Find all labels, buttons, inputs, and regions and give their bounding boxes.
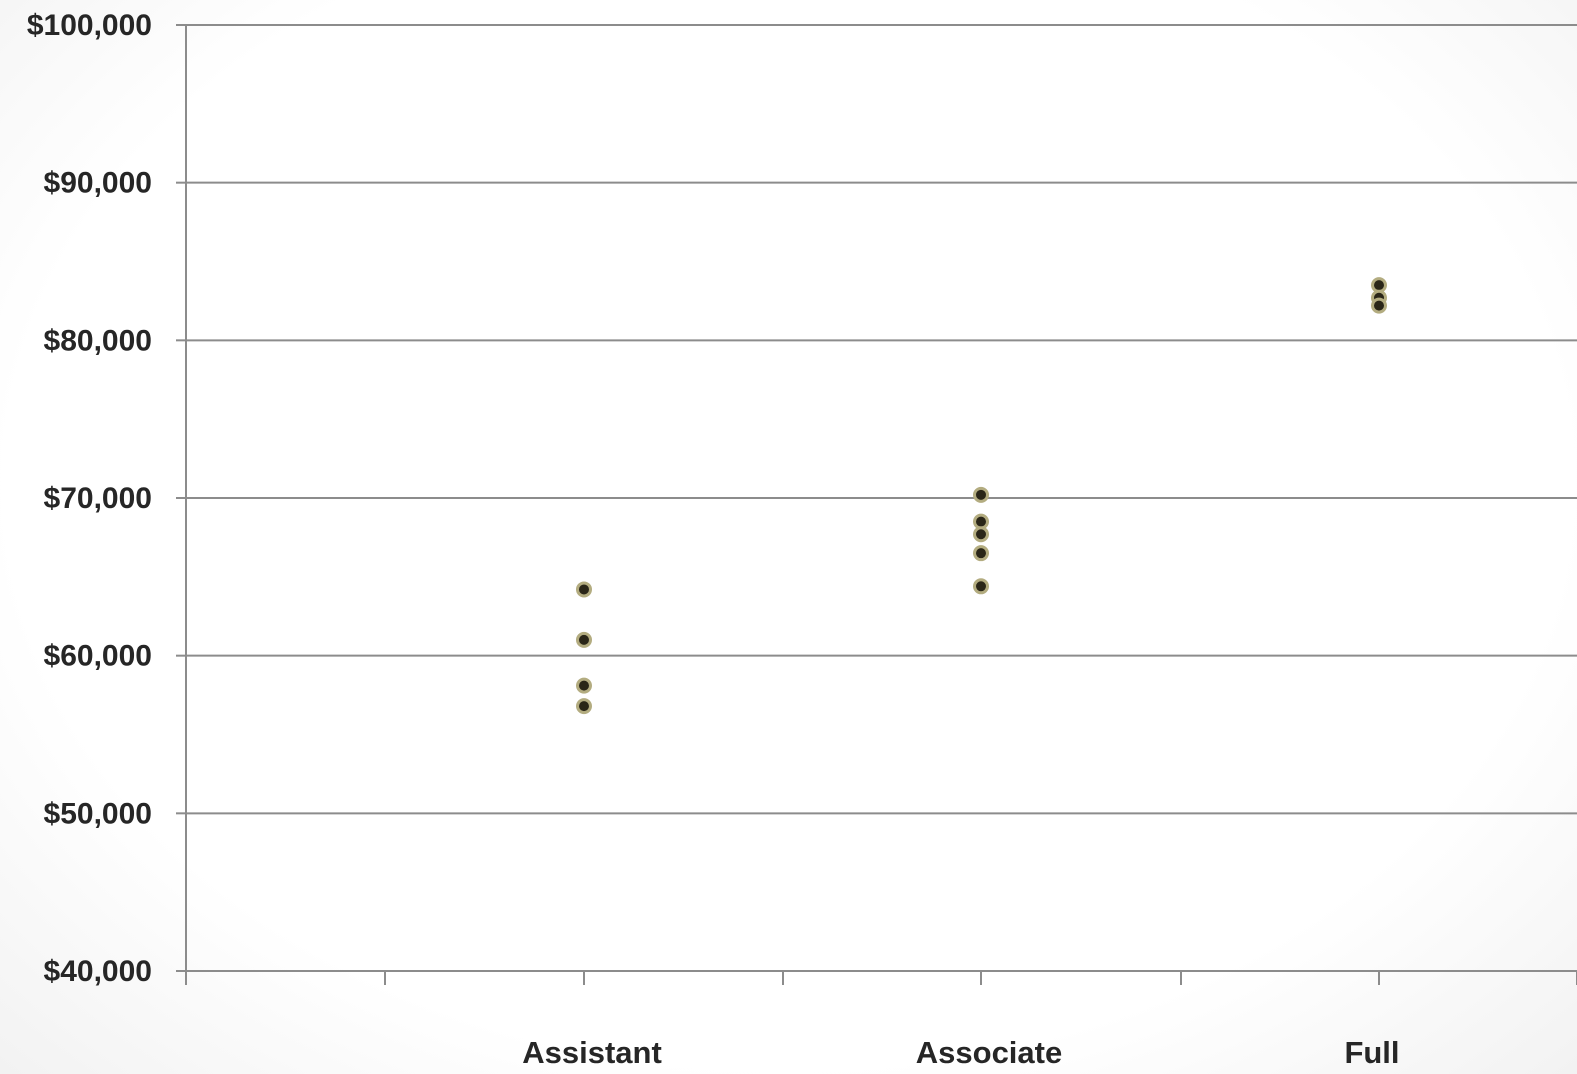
y-tick-label: $90,000 [44, 167, 152, 200]
data-point [576, 698, 592, 715]
data-point [576, 581, 592, 598]
data-point [576, 631, 592, 648]
y-tick-label: $40,000 [44, 955, 152, 988]
data-point [576, 677, 592, 694]
x-category-labels: Assistant Associate Full [522, 1035, 1399, 1070]
y-tick-label: $60,000 [44, 640, 152, 673]
data-point [973, 526, 989, 543]
data-point [973, 486, 989, 503]
data-point [1371, 277, 1387, 294]
y-tick-label: $80,000 [44, 324, 152, 357]
x-category-label: Associate [916, 1035, 1062, 1070]
y-tick-label: $100,000 [27, 9, 152, 42]
y-tick-label: $50,000 [44, 797, 152, 830]
data-point [973, 545, 989, 562]
x-category-label: Assistant [522, 1035, 662, 1070]
y-tick-label: $70,000 [44, 482, 152, 515]
axes [176, 24, 1577, 985]
data-point [973, 513, 989, 530]
data-point [973, 578, 989, 595]
y-tick-labels: $40,000 $50,000 $60,000 $70,000 $80,000 $90,0… [27, 9, 152, 988]
gridlines [186, 24, 1577, 815]
data-points [576, 277, 1387, 715]
x-category-label: Full [1344, 1035, 1399, 1070]
data-point [1371, 297, 1387, 314]
